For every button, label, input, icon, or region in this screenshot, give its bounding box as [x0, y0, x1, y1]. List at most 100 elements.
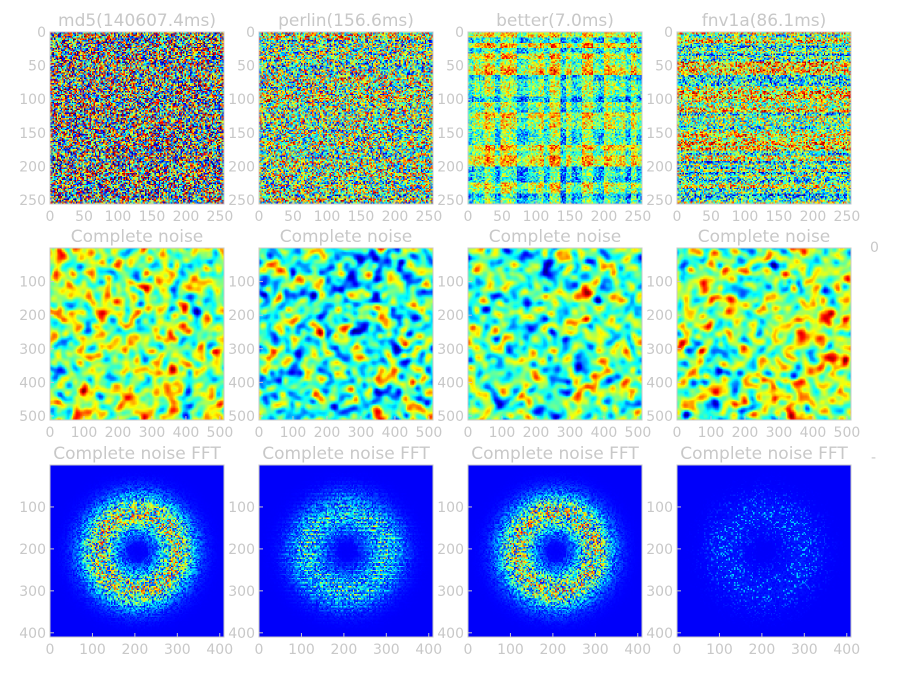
- x-tick-label: 0: [673, 642, 682, 658]
- y-tick-label: 400: [19, 375, 46, 391]
- x-tick-label: 100: [706, 642, 733, 658]
- x-tick-label: 400: [173, 425, 200, 441]
- heatmap-image: [259, 465, 433, 637]
- x-tick-label: 0: [673, 425, 682, 441]
- x-tick-label: 150: [766, 209, 793, 225]
- heatmap-panel: Complete noise FFT 0 100 200 300 400 100 200 300…: [228, 444, 442, 658]
- y-tick-label: 100: [228, 92, 255, 108]
- y-tick-label: 300: [646, 342, 673, 358]
- y-tick-label: 200: [437, 542, 464, 558]
- y-tick-label: 150: [437, 126, 464, 142]
- heatmap-image: [677, 248, 851, 420]
- heatmap-panel: Complete noise FFT 0 100 200 300 400 100 200 300…: [646, 444, 860, 658]
- x-tick-label: 100: [732, 209, 759, 225]
- heatmap-panel: perlin(156.6ms)0 50 100 150 200 2500501001502…: [228, 11, 442, 225]
- y-tick-label: 300: [19, 584, 46, 600]
- heatmap-image: [677, 32, 851, 204]
- x-tick-label: 50: [702, 209, 720, 225]
- y-tick-label: 50: [28, 59, 46, 75]
- x-tick-label: 200: [732, 425, 759, 441]
- y-tick-label: 300: [228, 342, 255, 358]
- y-tick-label: 300: [228, 584, 255, 600]
- x-tick-label: 400: [382, 425, 409, 441]
- y-tick-label: 200: [437, 159, 464, 175]
- heatmap-image: [259, 248, 433, 420]
- y-tick-label: 400: [437, 626, 464, 642]
- heatmap-image: [50, 248, 224, 420]
- x-tick-label: 300: [557, 425, 584, 441]
- y-tick-label: 200: [228, 308, 255, 324]
- x-tick-label: 0: [46, 642, 55, 658]
- x-tick-label: 0: [464, 642, 473, 658]
- heatmap-panel: Complete noise 0 100 200 300 400 500 100 200 300 4…: [646, 227, 860, 441]
- x-tick-label: 300: [791, 642, 818, 658]
- axes-frame: [49, 31, 225, 205]
- x-tick-label: 200: [540, 642, 567, 658]
- y-tick-label: 400: [646, 626, 673, 642]
- y-tick-label: 300: [437, 342, 464, 358]
- x-tick-label: 150: [139, 209, 166, 225]
- y-tick-label: 200: [19, 542, 46, 558]
- heatmap-image: [677, 465, 851, 637]
- heatmap-panel: Complete noise 0 100 200 300 400 500 100 200 300 4…: [19, 227, 233, 441]
- x-tick-label: 300: [373, 642, 400, 658]
- y-tick-label: 100: [228, 500, 255, 516]
- y-tick-label: 100: [19, 275, 46, 291]
- y-tick-label: 100: [437, 500, 464, 516]
- y-tick-label: 150: [646, 126, 673, 142]
- x-tick-label: 200: [382, 209, 409, 225]
- y-tick-label: 250: [646, 193, 673, 209]
- y-tick-label: 100: [646, 92, 673, 108]
- x-tick-label: 200: [523, 425, 550, 441]
- panel-title: perlin(156.6ms): [278, 11, 414, 31]
- heatmap-panel: fnv1a(86.1ms)0 50 100 150 200 250050100150200…: [646, 11, 860, 225]
- axes-frame: [467, 247, 643, 421]
- x-tick-label: 400: [591, 425, 618, 441]
- x-tick-label: 200: [173, 209, 200, 225]
- panel-title: Complete noise FFT: [262, 444, 430, 464]
- x-tick-label: 500: [416, 425, 443, 441]
- panels-group: md5(140607.4ms)0 50 100 150 200 2500501001502…: [19, 11, 860, 658]
- x-tick-label: 300: [164, 642, 191, 658]
- panel-title: Complete noise FFT: [53, 444, 221, 464]
- panel-title: Complete noise: [489, 227, 622, 247]
- x-tick-label: 250: [416, 209, 443, 225]
- x-tick-label: 0: [464, 425, 473, 441]
- y-tick-label: 200: [646, 308, 673, 324]
- axes-frame: [467, 31, 643, 205]
- heatmap-panel: Complete noise FFT 0 100 200 300 400 100 200 300…: [19, 444, 233, 658]
- heatmap-panel: Complete noise 0 100 200 300 400 500 100 200 300 4…: [437, 227, 651, 441]
- y-tick-label: 500: [437, 409, 464, 425]
- axes-frame: [258, 247, 434, 421]
- heatmap-image: [50, 465, 224, 637]
- x-tick-label: 100: [698, 425, 725, 441]
- x-tick-label: 200: [314, 425, 341, 441]
- axes-frame: [49, 464, 225, 638]
- heatmap-panel: md5(140607.4ms)0 50 100 150 200 2500501001502…: [19, 11, 233, 225]
- x-tick-label: 300: [766, 425, 793, 441]
- x-tick-label: 0: [255, 642, 264, 658]
- axes-frame: [258, 464, 434, 638]
- y-tick-label: 300: [437, 584, 464, 600]
- y-tick-label: 200: [19, 159, 46, 175]
- y-tick-label: 400: [646, 375, 673, 391]
- y-tick-label: 50: [446, 59, 464, 75]
- panel-title: better(7.0ms): [496, 11, 614, 31]
- panel-title: Complete noise: [280, 227, 413, 247]
- y-tick-label: 0: [37, 25, 46, 41]
- x-tick-label: 400: [800, 425, 827, 441]
- panel-title: fnv1a(86.1ms): [702, 11, 827, 31]
- y-tick-label: 200: [646, 159, 673, 175]
- x-tick-label: 100: [71, 425, 98, 441]
- x-tick-label: 150: [557, 209, 584, 225]
- x-tick-label: 250: [834, 209, 861, 225]
- y-tick-label: 250: [228, 193, 255, 209]
- heatmap-image: [50, 32, 224, 204]
- heatmap-image: [468, 32, 642, 204]
- axes-frame: [676, 31, 852, 205]
- panel-title: Complete noise FFT: [471, 444, 639, 464]
- x-tick-label: 100: [497, 642, 524, 658]
- x-tick-label: 200: [105, 425, 132, 441]
- x-tick-label: 0: [255, 425, 264, 441]
- heatmap-panel: better(7.0ms)0 50 100 150 200 250050100150200…: [437, 11, 651, 225]
